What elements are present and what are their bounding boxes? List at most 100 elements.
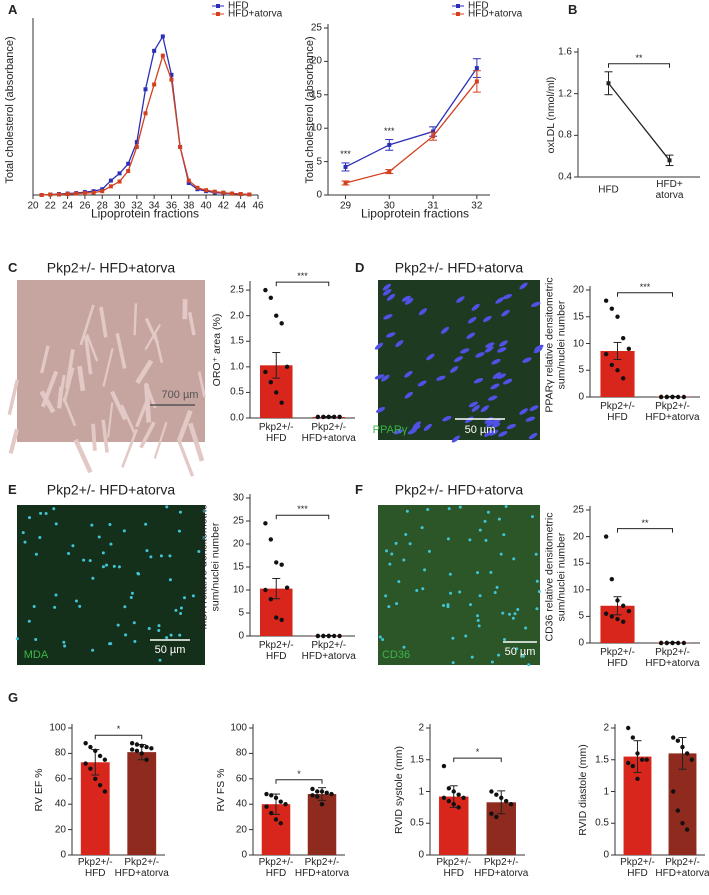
nucleus — [390, 552, 394, 556]
data-point — [319, 802, 325, 807]
nucleus — [386, 332, 396, 338]
x-tick-label: 44 — [235, 200, 247, 212]
nucleus — [496, 373, 507, 379]
data-point — [499, 795, 504, 801]
nucleus — [386, 293, 396, 301]
nucleus — [382, 289, 392, 296]
x-tick-label: 32 — [471, 200, 483, 212]
data-point — [278, 799, 283, 804]
data-point — [326, 633, 331, 639]
data-point — [315, 789, 320, 794]
data-point — [83, 741, 88, 746]
data-point — [626, 346, 632, 352]
panel-letter: F — [355, 481, 363, 497]
nucleus — [468, 401, 478, 408]
y-tick-label: 1.5 — [230, 335, 244, 347]
nucleus — [105, 563, 109, 567]
nucleus — [90, 523, 94, 527]
nucleus — [440, 326, 450, 334]
fiber — [79, 304, 95, 346]
fiber — [73, 438, 93, 474]
nucleus — [157, 629, 161, 633]
data-point — [279, 617, 284, 623]
fiber — [85, 333, 99, 362]
nucleus — [426, 353, 435, 361]
data-point — [273, 795, 279, 801]
data-point — [681, 640, 687, 646]
nucleus — [486, 420, 495, 428]
nucleus — [415, 589, 419, 593]
nucleus — [404, 298, 414, 305]
nucleus — [423, 568, 427, 572]
nucleus — [529, 405, 539, 412]
significance-bracket — [94, 734, 143, 740]
nucleus — [109, 542, 113, 546]
nucleus — [122, 529, 126, 533]
nucleus — [451, 435, 460, 443]
y-tick-label: 0.5 — [410, 817, 424, 829]
legend-label: HFD+atorva — [468, 8, 523, 20]
nucleus — [492, 372, 501, 380]
nucleus — [489, 570, 493, 574]
data-point — [494, 814, 499, 820]
data-point — [671, 735, 676, 740]
data-point — [319, 789, 325, 794]
marker — [39, 193, 44, 197]
data-point — [446, 786, 452, 791]
y-tick-label: 20 — [572, 531, 584, 543]
data-point — [284, 585, 290, 590]
y-axis-label: Total cholesterol (absorbance) — [3, 36, 16, 184]
data-point — [139, 743, 144, 748]
x-tick-label: 30 — [113, 200, 126, 212]
marker — [100, 189, 105, 194]
data-point — [626, 725, 631, 731]
x-tick-label: 32 — [131, 200, 143, 212]
nucleus — [519, 282, 528, 290]
category-label: Pkp2+/- HFD+atorva — [474, 857, 529, 879]
data-point — [635, 751, 640, 756]
significance-bracket — [617, 292, 673, 297]
y-tick-label: 2 — [418, 722, 424, 734]
y-axis-label: MDA relative densitometric sum/nuclei nu… — [197, 504, 221, 630]
legend-marker — [456, 12, 460, 16]
y-tick-label: 20 — [310, 55, 322, 67]
y-tick-label: 25 — [310, 22, 322, 34]
data-point — [337, 633, 342, 639]
nucleus — [412, 421, 421, 429]
nucleus — [384, 594, 388, 598]
y-tick-label: 1.0 — [230, 361, 244, 373]
y-tick-label: 40 — [235, 798, 247, 810]
nucleus — [491, 422, 501, 428]
nucleus — [516, 607, 520, 611]
image-label: 50 µm — [504, 645, 536, 658]
data-point — [441, 795, 447, 801]
nucleus — [449, 366, 459, 373]
nucleus — [471, 405, 480, 412]
y-axis-label: oxLDL (nmol/ml) — [545, 76, 558, 154]
nucleus — [132, 621, 136, 625]
nucleus — [451, 661, 455, 665]
nucleus — [407, 428, 417, 435]
y-tick-label: 10 — [572, 338, 584, 349]
data-point — [456, 792, 461, 797]
marker — [108, 184, 113, 189]
y-tick-label: 10 — [232, 584, 244, 596]
nucleus — [483, 519, 487, 523]
data-point — [664, 640, 670, 646]
nucleus — [397, 580, 401, 584]
nucleus — [471, 303, 480, 311]
nucleus — [382, 283, 392, 291]
legend-marker — [216, 12, 220, 16]
significance-bracket — [453, 757, 502, 763]
data-point — [451, 802, 456, 807]
nucleus — [512, 557, 516, 561]
significance-bracket — [275, 514, 330, 520]
nucleus — [408, 542, 412, 546]
fiber — [110, 390, 127, 421]
data-point — [268, 295, 274, 300]
nucleus — [39, 511, 43, 515]
marker — [169, 77, 174, 82]
data-point — [274, 560, 279, 565]
category-label: Pkp2+/- HFD — [258, 640, 294, 662]
data-point — [279, 400, 284, 405]
